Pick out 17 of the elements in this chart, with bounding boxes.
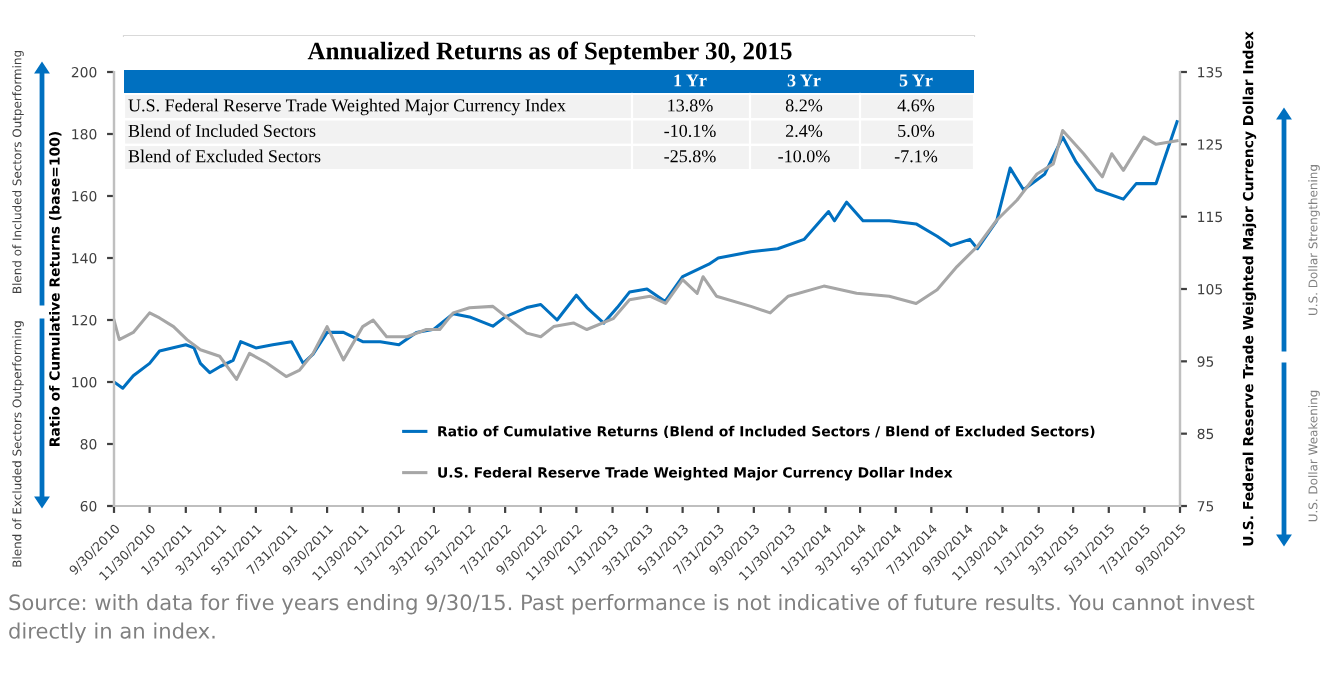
annotation: -10.0% bbox=[778, 150, 830, 163]
annotation: 8.2% bbox=[785, 99, 823, 112]
annotation: 13.8% bbox=[668, 99, 713, 112]
annotation: 2.4% bbox=[785, 124, 823, 137]
chart-title: Annualized Returns as of September 30, 2015 bbox=[307, 41, 792, 65]
annotation: -7.1% bbox=[894, 150, 938, 163]
annotation: -25.8% bbox=[664, 150, 716, 163]
annotation: U.S. Federal Reserve Trade Weighted Major Currency Index bbox=[128, 98, 566, 116]
annotation: 5.0% bbox=[898, 124, 935, 137]
source-note: Source: with data for five years ending 9/30/15. Past performance is not indicative of future results. You cannot invest directly in an index. bbox=[9, 594, 1255, 643]
annotation: 4.6% bbox=[897, 99, 935, 112]
annotation: 3 Yr bbox=[787, 74, 821, 87]
annotation: -10.1% bbox=[664, 124, 716, 137]
annotation: Blend of Included Sectors bbox=[128, 124, 316, 137]
annotation: 1 Yr bbox=[674, 74, 707, 87]
annotation: Blend of Excluded Sectors bbox=[128, 149, 321, 163]
annotation: 5 Yr bbox=[899, 74, 933, 87]
